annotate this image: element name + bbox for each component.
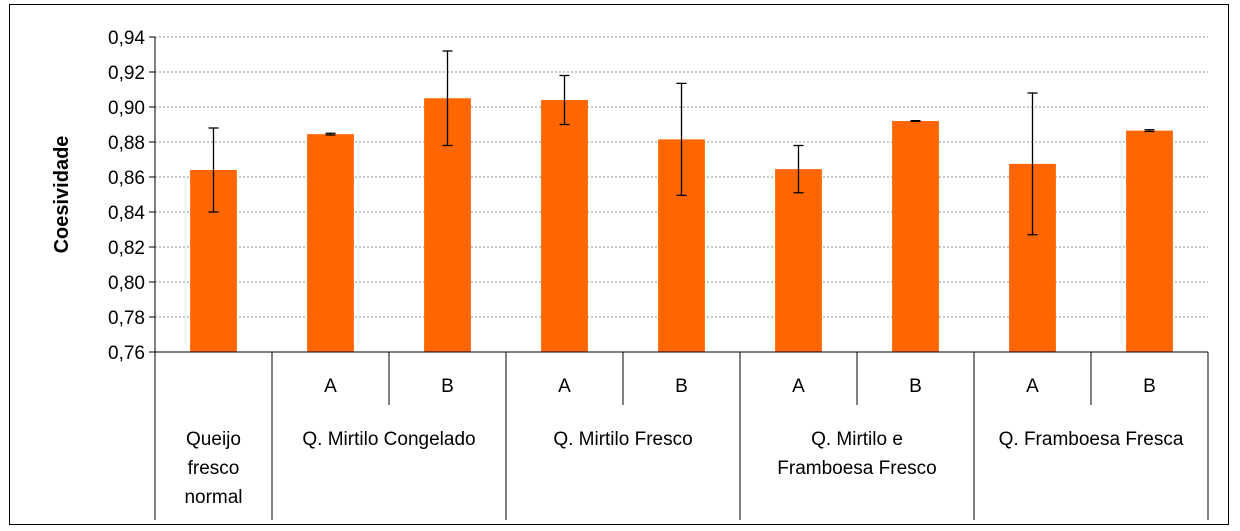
sub-category-label: A xyxy=(792,376,805,397)
y-tick-label: 0,88 xyxy=(108,133,145,154)
y-axis-label: Coesividade xyxy=(51,136,73,254)
sub-category-label: B xyxy=(675,376,688,397)
group-label: Q. Framboesa Fresca xyxy=(999,429,1184,450)
y-tick-label: 0,86 xyxy=(108,168,145,189)
group-label: Q. Mirtilo Fresco xyxy=(553,429,692,450)
y-tick-label: 0,82 xyxy=(108,238,145,259)
sub-category-label: A xyxy=(1026,376,1039,397)
y-tick-label: 0,78 xyxy=(108,308,145,329)
sub-category-label: B xyxy=(441,376,454,397)
bar xyxy=(892,121,939,352)
y-tick-label: 0,76 xyxy=(108,343,145,364)
y-tick-label: 0,80 xyxy=(108,273,145,294)
bar xyxy=(775,169,822,352)
group-label: fresco xyxy=(188,458,240,479)
sub-category-label: A xyxy=(558,376,571,397)
bar xyxy=(307,134,354,352)
y-tick-label: 0,92 xyxy=(108,63,145,84)
sub-category-label: A xyxy=(324,376,337,397)
y-tick-label: 0,94 xyxy=(108,28,145,49)
y-tick-label: 0,90 xyxy=(108,98,145,119)
bar xyxy=(541,100,588,352)
group-label: Q. Mirtilo e xyxy=(811,429,903,450)
sub-category-label: B xyxy=(909,376,922,397)
group-label: Framboesa Fresco xyxy=(777,458,936,479)
group-label: normal xyxy=(184,487,242,508)
group-label: Queijo xyxy=(186,429,241,450)
y-tick-label: 0,84 xyxy=(108,203,145,224)
chart-frame xyxy=(9,4,1229,525)
sub-category-label: B xyxy=(1143,376,1156,397)
bar xyxy=(1126,130,1173,352)
group-label: Q. Mirtilo Congelado xyxy=(302,429,475,450)
